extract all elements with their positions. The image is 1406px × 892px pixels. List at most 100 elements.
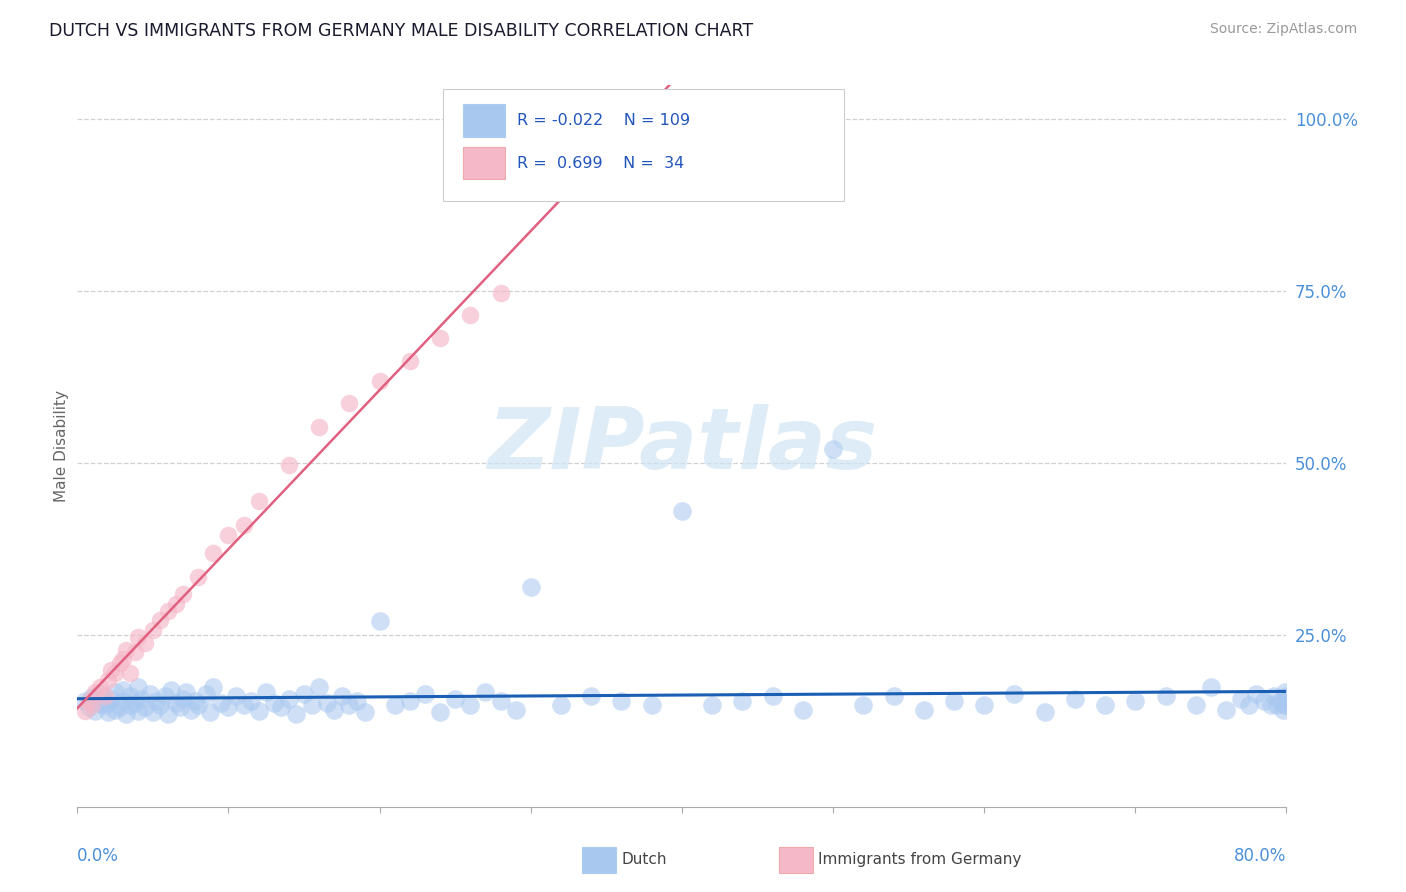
Point [671,504,693,518]
Point [114,643,136,657]
Point [278,458,301,472]
Point [209,696,232,710]
Point [1033,706,1056,720]
Point [100,691,122,706]
Point [762,689,785,703]
Point [883,689,905,703]
Point [120,689,142,703]
Point [79,700,101,714]
Point [821,442,844,457]
Text: Dutch: Dutch [621,853,666,867]
Point [200,706,222,720]
Point [232,518,254,533]
Point [285,707,308,722]
Point [1199,680,1222,694]
Point [308,420,330,434]
Point [1272,702,1295,716]
Point [1004,687,1026,701]
Point [505,702,527,716]
Point [127,704,149,718]
Point [104,702,127,716]
Point [247,704,270,718]
Point [399,693,422,707]
Point [368,374,391,388]
Point [96,706,118,720]
Point [308,680,330,694]
Point [111,683,134,698]
Point [399,354,422,368]
Point [263,696,285,710]
Point [413,687,436,701]
Point [232,698,254,713]
Point [641,698,664,713]
Point [153,689,176,703]
Point [1184,698,1206,713]
Point [1263,689,1285,703]
Point [184,693,207,707]
Point [114,707,136,722]
Point [120,666,142,681]
Point [124,696,146,710]
Point [240,693,263,707]
Text: R = -0.022    N = 109: R = -0.022 N = 109 [517,113,690,128]
Point [429,706,451,720]
Point [1237,698,1260,713]
Text: ZIPatlas: ZIPatlas [486,404,877,488]
Point [581,689,603,703]
Point [73,704,96,718]
Point [301,698,323,713]
Text: DUTCH VS IMMIGRANTS FROM GERMANY MALE DISABILITY CORRELATION CHART: DUTCH VS IMMIGRANTS FROM GERMANY MALE DI… [49,22,754,40]
Point [520,580,543,594]
Point [142,623,165,637]
Point [142,706,165,720]
Point [1230,691,1253,706]
Point [702,698,724,713]
Y-axis label: Male Disability: Male Disability [53,390,69,502]
Point [108,700,131,714]
Point [84,704,107,718]
Point [610,693,633,707]
Text: Source: ZipAtlas.com: Source: ZipAtlas.com [1209,22,1357,37]
Point [172,587,194,601]
Point [1246,687,1268,701]
Point [1253,693,1275,707]
Point [368,615,391,629]
Point [89,687,111,701]
Point [149,698,172,713]
Point [429,331,451,345]
Point [1064,691,1087,706]
Point [89,680,111,694]
Point [1274,684,1296,698]
Point [458,698,481,713]
Point [912,702,935,716]
Point [218,528,240,542]
Point [254,684,277,698]
Point [346,693,368,707]
Point [127,680,149,694]
Point [139,687,162,701]
Point [1215,702,1237,716]
Point [111,652,134,666]
Point [1275,689,1298,703]
Point [330,689,353,703]
Point [111,693,134,707]
Point [1094,698,1116,713]
Point [1267,698,1289,713]
Point [942,693,965,707]
Point [169,700,191,714]
Point [225,689,247,703]
Point [474,684,496,698]
Point [270,700,292,714]
Point [120,698,142,713]
Point [93,689,115,703]
Point [82,698,104,713]
Point [157,604,180,618]
Point [157,707,180,722]
Point [202,546,225,560]
Point [194,687,217,701]
Point [127,630,149,644]
Point [1275,693,1298,707]
Point [165,696,187,710]
Point [93,698,115,713]
Point [1260,698,1282,713]
